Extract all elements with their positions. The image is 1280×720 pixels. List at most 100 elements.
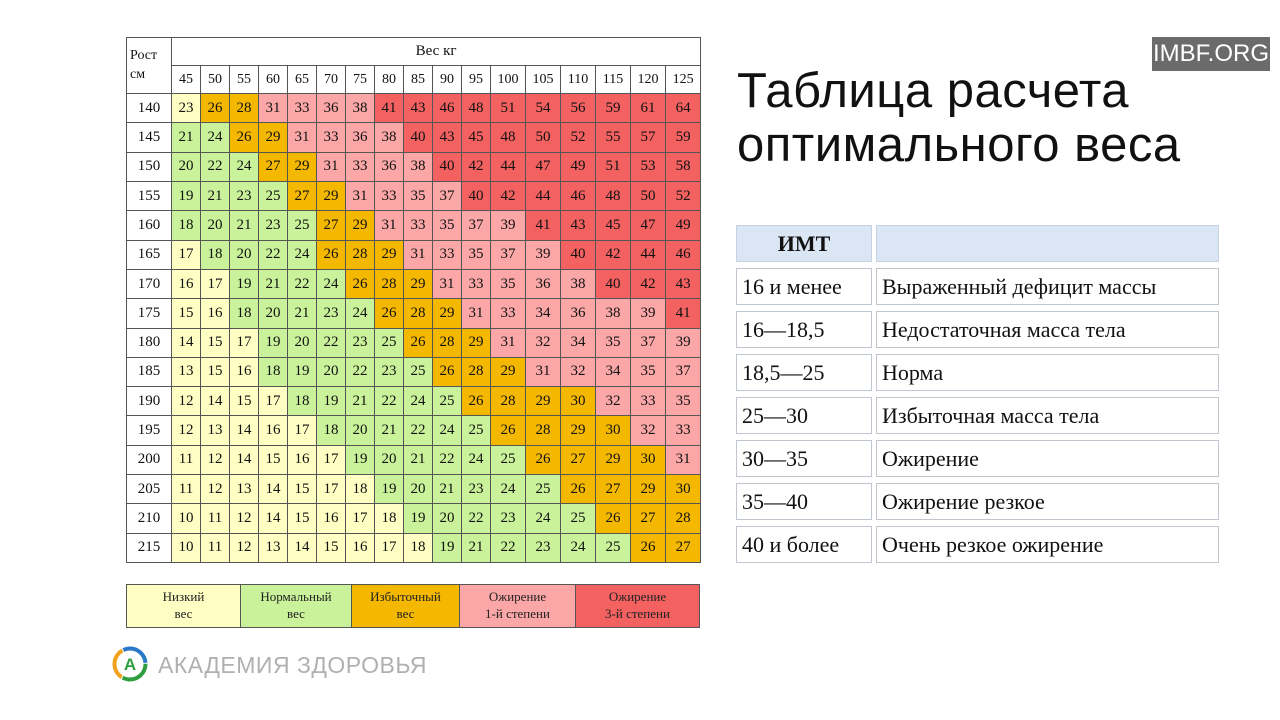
bmi-cell: 48 <box>490 122 526 153</box>
bmi-cell: 23 <box>258 210 288 241</box>
legend-label-line-1: Нормальный <box>260 589 332 605</box>
bmi-cell: 19 <box>432 532 462 564</box>
bmi-cell: 42 <box>461 151 491 182</box>
bmi-cell: 28 <box>403 298 433 329</box>
bmi-cell: 38 <box>403 151 433 182</box>
bmi-cell: 34 <box>560 327 596 358</box>
bmi-cell: 18 <box>229 298 259 329</box>
weight-header-cell: 50 <box>200 65 230 94</box>
bmi-cell: 35 <box>630 356 666 388</box>
bmi-cell: 25 <box>461 415 491 446</box>
bmi-cell: 26 <box>229 122 259 153</box>
bmi-cell: 47 <box>525 151 561 182</box>
bmi-category-description: Ожирение резкое <box>876 483 1219 520</box>
height-header-cell: 195 <box>126 415 172 446</box>
bmi-cell: 36 <box>374 151 404 182</box>
bmi-cell: 14 <box>229 444 259 476</box>
bmi-cell: 20 <box>287 327 317 358</box>
bmi-row: 190 12 14 15 17 18 19 21 22 24 25 26 28 29 30 32 33 35 <box>126 386 702 417</box>
bmi-range: 30—35 <box>736 440 872 477</box>
weight-header-cell: 125 <box>664 65 702 94</box>
bmi-row: 145 21 24 26 29 31 33 36 38 40 43 45 48 50 52 55 57 59 <box>126 122 702 153</box>
bmi-cell: 38 <box>560 268 596 300</box>
legend-item: Низкий вес <box>126 584 241 628</box>
bmi-cell: 29 <box>432 298 462 329</box>
height-header-cell: 175 <box>126 298 172 329</box>
bmi-cell: 18 <box>316 415 346 446</box>
bmi-cell: 27 <box>560 444 596 476</box>
logo-text: АКАДЕМИЯ ЗДОРОВЬЯ <box>158 652 428 678</box>
bmi-cell: 15 <box>258 444 288 476</box>
bmi-cell: 30 <box>560 386 596 417</box>
bmi-row: 180 14 15 17 19 20 22 23 25 26 28 29 31 32 34 35 37 39 <box>126 327 702 358</box>
weight-header-cell: 95 <box>461 65 491 94</box>
bmi-cell: 42 <box>595 239 631 270</box>
legend-label-line-1: Избыточный <box>370 589 441 605</box>
bmi-cell: 27 <box>595 474 631 505</box>
bmi-cell: 45 <box>461 122 491 153</box>
bmi-cell: 21 <box>229 210 259 241</box>
bmi-cell: 16 <box>258 415 288 446</box>
bmi-cell: 25 <box>525 474 561 505</box>
bmi-cell: 36 <box>560 298 596 329</box>
bmi-cell: 57 <box>630 122 666 153</box>
legend-label-line-2: 3-й степени <box>605 606 670 621</box>
weight-header-cell: 75 <box>345 65 375 94</box>
bmi-cell: 31 <box>316 151 346 182</box>
height-header-cell: 185 <box>126 356 172 388</box>
bmi-cell: 21 <box>287 298 317 329</box>
bmi-cell: 51 <box>595 151 631 182</box>
weight-header-cell: 45 <box>171 65 201 94</box>
bmi-row: 195 12 13 14 16 17 18 20 21 22 24 25 26 28 29 30 32 33 <box>126 415 702 446</box>
bmi-cell: 22 <box>403 415 433 446</box>
bmi-cell: 20 <box>403 474 433 505</box>
bmi-cell: 24 <box>525 503 561 534</box>
bmi-cell: 19 <box>374 474 404 505</box>
bmi-range: 25—30 <box>736 397 872 434</box>
bmi-cell: 35 <box>595 327 631 358</box>
bmi-cell: 20 <box>374 444 404 476</box>
bmi-cell: 18 <box>374 503 404 534</box>
bmi-row: 215 10 11 12 13 14 15 16 17 18 19 21 22 23 24 25 26 27 <box>126 532 702 564</box>
bmi-cell: 22 <box>490 532 526 564</box>
bmi-cell: 31 <box>490 327 526 358</box>
bmi-cell: 59 <box>595 92 631 124</box>
bmi-cell: 11 <box>171 474 201 505</box>
bmi-cell: 29 <box>490 356 526 388</box>
bmi-cell: 12 <box>200 474 230 505</box>
bmi-cell: 27 <box>316 210 346 241</box>
bmi-cell: 10 <box>171 503 201 534</box>
height-header-cell: 210 <box>126 503 172 534</box>
bmi-cell: 34 <box>595 356 631 388</box>
bmi-cell: 20 <box>171 151 201 182</box>
bmi-cell: 39 <box>664 327 702 358</box>
bmi-category-description: Выраженный дефицит массы <box>876 268 1219 305</box>
bmi-cell: 24 <box>287 239 317 270</box>
bmi-cell: 26 <box>630 532 666 564</box>
bmi-cell: 21 <box>403 444 433 476</box>
bmi-category-description: Недостаточная масса тела <box>876 311 1219 348</box>
bmi-cell: 24 <box>345 298 375 329</box>
bmi-cell: 29 <box>630 474 666 505</box>
bmi-cell: 29 <box>258 122 288 153</box>
bmi-cell: 15 <box>171 298 201 329</box>
height-header-cell: 205 <box>126 474 172 505</box>
bmi-cell: 37 <box>664 356 702 388</box>
bmi-cell: 50 <box>630 180 666 212</box>
bmi-cell: 19 <box>258 327 288 358</box>
bmi-cell: 39 <box>630 298 666 329</box>
bmi-cell: 14 <box>200 386 230 417</box>
bmi-cell: 22 <box>432 444 462 476</box>
bmi-cell: 25 <box>374 327 404 358</box>
bmi-cell: 51 <box>490 92 526 124</box>
bmi-cell: 24 <box>316 268 346 300</box>
bmi-cell: 30 <box>630 444 666 476</box>
weight-header-cell: 55 <box>229 65 259 94</box>
weight-header-cell: 110 <box>560 65 596 94</box>
weight-header-cell: 115 <box>595 65 631 94</box>
bmi-cell: 33 <box>461 268 491 300</box>
bmi-cell: 58 <box>664 151 702 182</box>
bmi-cell: 31 <box>525 356 561 388</box>
bmi-row: 210 10 11 12 14 15 16 17 18 19 20 22 23 24 25 26 27 28 <box>126 503 702 534</box>
bmi-cell: 28 <box>490 386 526 417</box>
